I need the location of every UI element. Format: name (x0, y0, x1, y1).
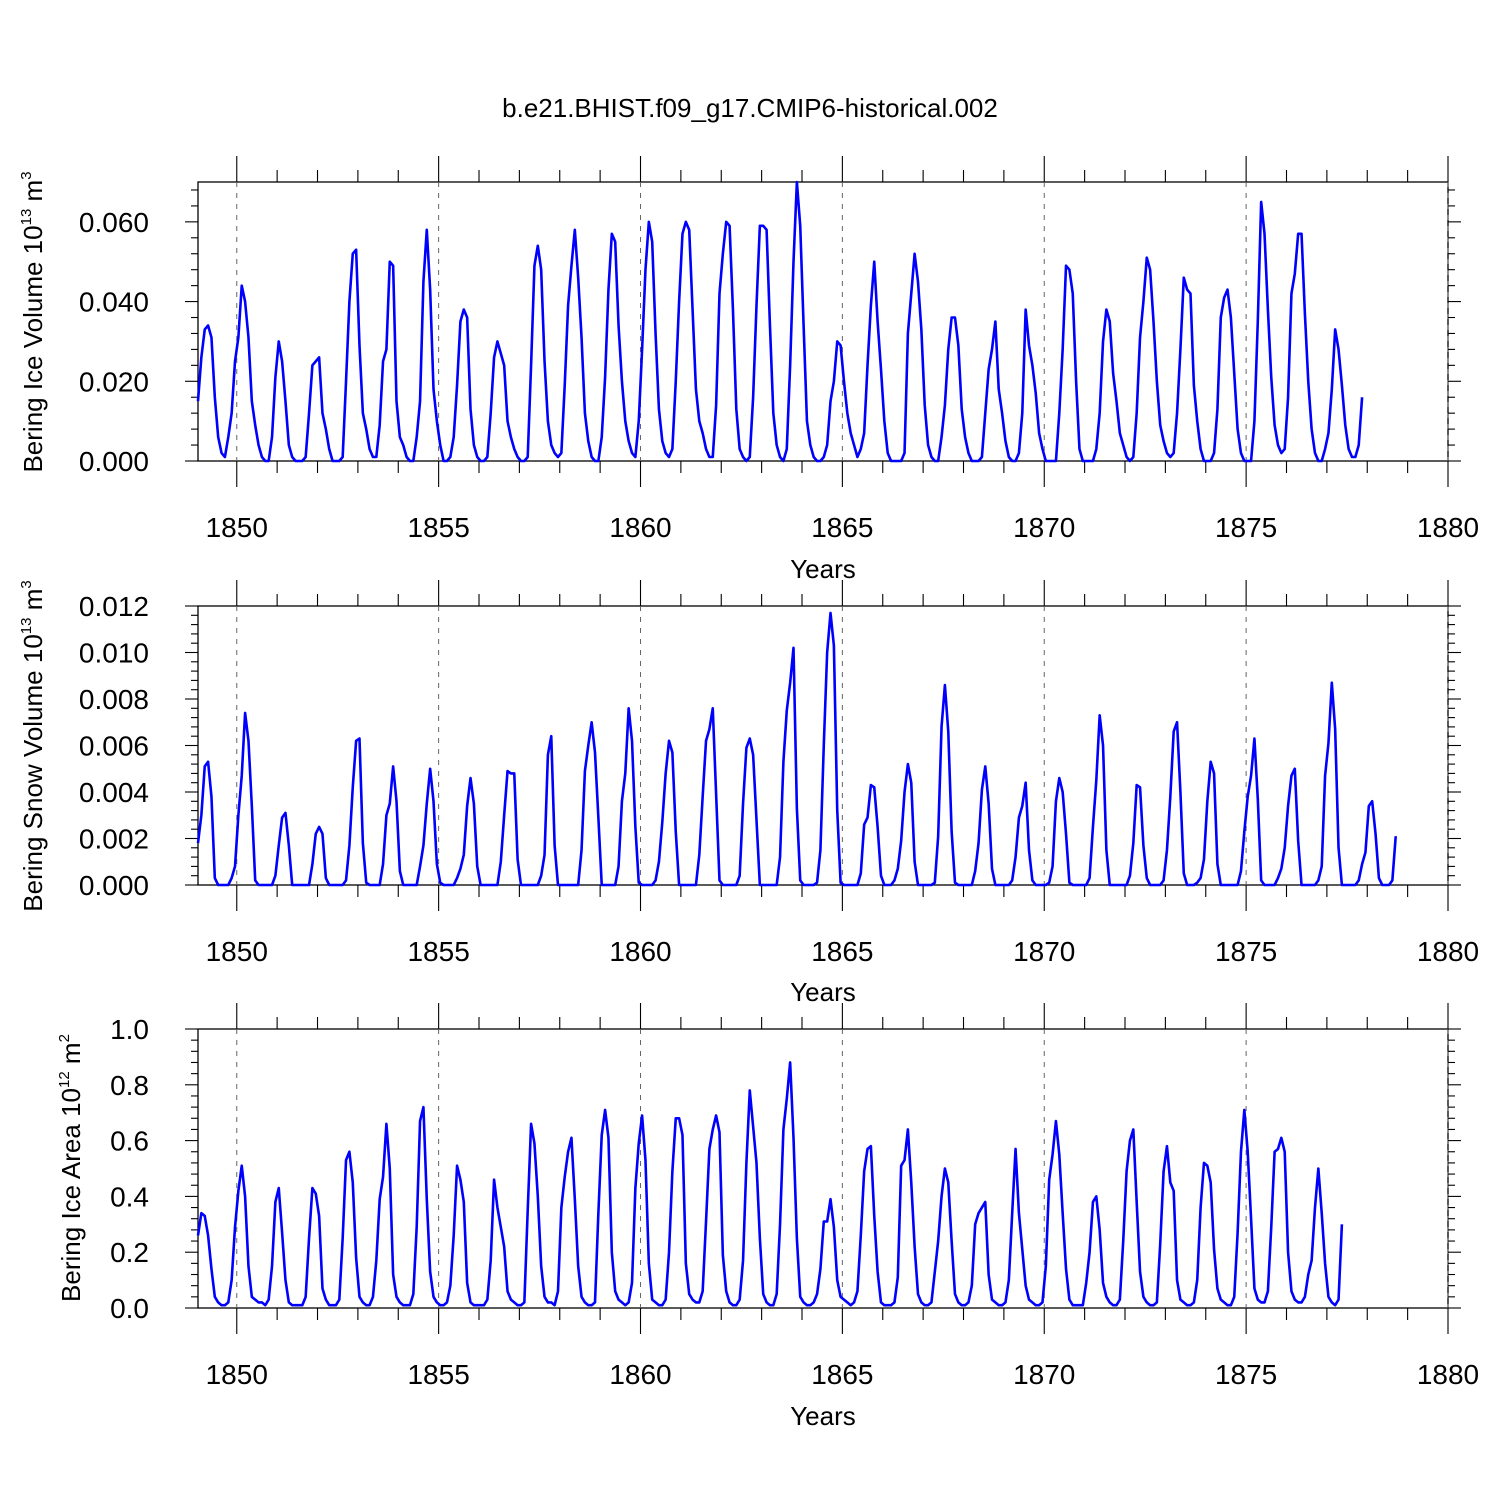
ice-area-x-tick-label: 1880 (1417, 1359, 1479, 1390)
ice-area-x-tick-label: 1875 (1215, 1359, 1277, 1390)
ice-volume-y-axis-title: Bering Ice Volume 1013 m3 (18, 171, 48, 472)
snow-volume-y-tick-label: 0.002 (79, 824, 149, 855)
ice-area-x-tick-label: 1870 (1013, 1359, 1075, 1390)
ice-volume-y-tick-label: 0.000 (79, 446, 149, 477)
ice-area-x-tick-label: 1850 (206, 1359, 268, 1390)
snow-volume-x-tick-labels: 1850 1855 1860 1865 1870 1875 1880 (206, 936, 1480, 967)
ice-area-x-tick-label: 1860 (609, 1359, 671, 1390)
ice-volume-panel: 1850 1855 1860 1865 1870 1875 1880 0.0000.0200… (18, 156, 1479, 584)
snow-volume-y-tick-label: 0.008 (79, 684, 149, 715)
ice-area-x-tick-label: 1855 (407, 1359, 469, 1390)
ice-volume-y-tick-label: 0.020 (79, 366, 149, 397)
snow-volume-unit-base: 10 (18, 634, 48, 663)
ice-area-unit-exp: 12 (56, 1071, 73, 1088)
ice-volume-unit-exp: 13 (18, 209, 35, 226)
ice-area-y-tick-label: 0.4 (110, 1181, 149, 1212)
snow-volume-unit-power: 3 (18, 580, 35, 588)
ice-area-x-tick-label: 1865 (811, 1359, 873, 1390)
ice-area-y-tick-label: 0.0 (110, 1293, 149, 1324)
ice-volume-plot-frame (197, 181, 1449, 462)
ice-area-y-label-text: Bering Ice Area (56, 1124, 86, 1302)
ice-volume-x-tick-label: 1870 (1013, 512, 1075, 543)
snow-volume-y-label-text: Bering Snow Volume (18, 670, 48, 911)
snow-volume-x-tick-label: 1855 (407, 936, 469, 967)
snow-volume-y-axis-title: Bering Snow Volume 1013 m3 (18, 580, 48, 911)
figure-title: b.e21.BHIST.f09_g17.CMIP6-historical.002 (502, 93, 998, 123)
ice-area-y-tick-label: 0.2 (110, 1237, 149, 1268)
ice-area-y-tick-label: 0.8 (110, 1070, 149, 1101)
ice-volume-unit-base: 10 (18, 225, 48, 254)
snow-volume-unit-exp: 13 (18, 618, 35, 635)
ice-area-y-tick-label: 0.6 (110, 1126, 149, 1157)
snow-volume-y-tick-label: 0.006 (79, 731, 149, 762)
ice-volume-x-tick-label: 1850 (206, 512, 268, 543)
snow-volume-ticks (185, 580, 1461, 911)
ice-volume-x-tick-label: 1860 (609, 512, 671, 543)
ice-area-y-tick-label: 1.0 (110, 1014, 149, 1045)
ice-area-series-line (196, 1061, 1344, 1307)
ice-area-x-tick-labels: 1850 1855 1860 1865 1870 1875 1880 (206, 1359, 1480, 1390)
ice-volume-x-axis-title: Years (790, 554, 856, 584)
snow-volume-x-tick-label: 1875 (1215, 936, 1277, 967)
ice-volume-x-tick-label: 1865 (811, 512, 873, 543)
snow-volume-grid (236, 606, 1449, 885)
snow-volume-panel: 1850 1855 1860 1865 1870 1875 1880 0.0000.0020… (18, 580, 1479, 1007)
ice-volume-grid (236, 182, 1449, 461)
snow-volume-x-tick-label: 1880 (1417, 936, 1479, 967)
ice-volume-unit: m (18, 180, 48, 202)
ice-volume-y-label-text: Bering Ice Volume (18, 262, 48, 473)
ice-volume-x-tick-label: 1875 (1215, 512, 1277, 543)
ice-area-unit-base: 10 (56, 1088, 86, 1117)
ice-volume-y-tick-label: 0.040 (79, 287, 149, 318)
ice-area-y-tick-labels: 0.0 0.2 0.4 0.6 0.8 1.0 (110, 1014, 149, 1324)
ice-area-x-axis-title: Years (790, 1401, 856, 1431)
ice-volume-x-tick-label: 1880 (1417, 512, 1479, 543)
ice-volume-ticks (185, 156, 1461, 487)
snow-volume-y-tick-label: 0.000 (79, 870, 149, 901)
snow-volume-unit: m (18, 589, 48, 611)
ice-area-grid (236, 1029, 1449, 1308)
snow-volume-x-tick-label: 1860 (609, 936, 671, 967)
ice-volume-x-tick-label: 1855 (407, 512, 469, 543)
snow-volume-y-tick-labels: 0.000 0.002 0.004 0.006 0.008 0.010 0.012 (79, 591, 149, 901)
snow-volume-x-tick-label: 1850 (206, 936, 268, 967)
ice-volume-y-tick-label: 0.060 (79, 207, 149, 238)
snow-volume-x-tick-label: 1865 (811, 936, 873, 967)
ice-volume-series-line (196, 180, 1364, 463)
ice-area-plot-frame (197, 1028, 1449, 1309)
ice-area-ticks (185, 1003, 1461, 1334)
ice-volume-x-tick-labels: 1850 1855 1860 1865 1870 1875 1880 (206, 512, 1480, 543)
ice-area-y-axis-title: Bering Ice Area 1012 m2 (56, 1034, 86, 1302)
snow-volume-series-line (196, 611, 1398, 887)
snow-volume-x-axis-title: Years (790, 977, 856, 1007)
snow-volume-y-tick-label: 0.010 (79, 638, 149, 669)
ice-area-panel: 1850 1855 1860 1865 1870 1875 1880 0.00.20.40.… (56, 1003, 1479, 1431)
snow-volume-y-tick-label: 0.012 (79, 591, 149, 622)
ice-area-unit: m (56, 1042, 86, 1064)
ice-volume-y-tick-labels: 0.000 0.020 0.040 0.060 (79, 207, 149, 477)
ice-volume-unit-power: 3 (18, 171, 35, 179)
snow-volume-y-tick-label: 0.004 (79, 777, 149, 808)
ice-area-unit-power: 2 (56, 1034, 73, 1042)
snow-volume-x-tick-label: 1870 (1013, 936, 1075, 967)
